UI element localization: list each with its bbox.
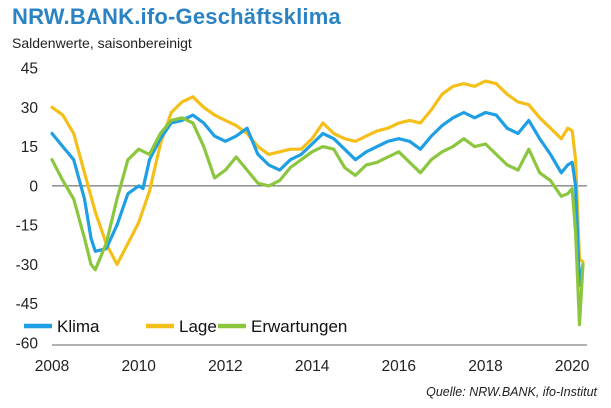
series-lines (50, 79, 585, 327)
y-tick-label: 0 (29, 178, 38, 195)
legend-label-klima: Klima (57, 317, 100, 336)
legend-label-lage: Lage (179, 317, 217, 336)
y-tick-label: 15 (21, 139, 38, 156)
x-tick-label: 2010 (121, 358, 156, 375)
y-tick-label: -30 (16, 257, 39, 274)
x-tick-label: 2012 (208, 358, 242, 375)
series-line-klima (50, 110, 585, 287)
chart-title: NRW.BANK.ifo-Geschäftsklima (12, 4, 341, 29)
legend: Klima Lage Erwartungen (24, 317, 347, 336)
y-tick-label: -60 (16, 336, 39, 353)
x-tick-label: 2020 (555, 358, 590, 375)
y-tick-label: -15 (16, 218, 38, 235)
x-tick-label: 2018 (468, 358, 502, 375)
x-tick-label: 2016 (382, 358, 416, 375)
x-tick-label: 2014 (295, 358, 330, 375)
y-tick-label: -45 (16, 296, 38, 313)
source-note: Quelle: NRW.BANK, ifo-Institut (426, 385, 597, 399)
axes: 45 30 15 0 -15 -30 -45 -60 2008 2010 2012 2014 2016 2… (16, 61, 590, 376)
x-tick-label: 2008 (35, 358, 69, 375)
chart-subtitle: Saldenwerte, saisonbereinigt (12, 35, 192, 51)
legend-label-erwartungen: Erwartungen (251, 317, 347, 336)
y-tick-label: 45 (21, 61, 38, 78)
series-line-lage (50, 79, 585, 266)
series-line-erwartungen (50, 116, 585, 327)
y-tick-label: 30 (21, 100, 39, 117)
